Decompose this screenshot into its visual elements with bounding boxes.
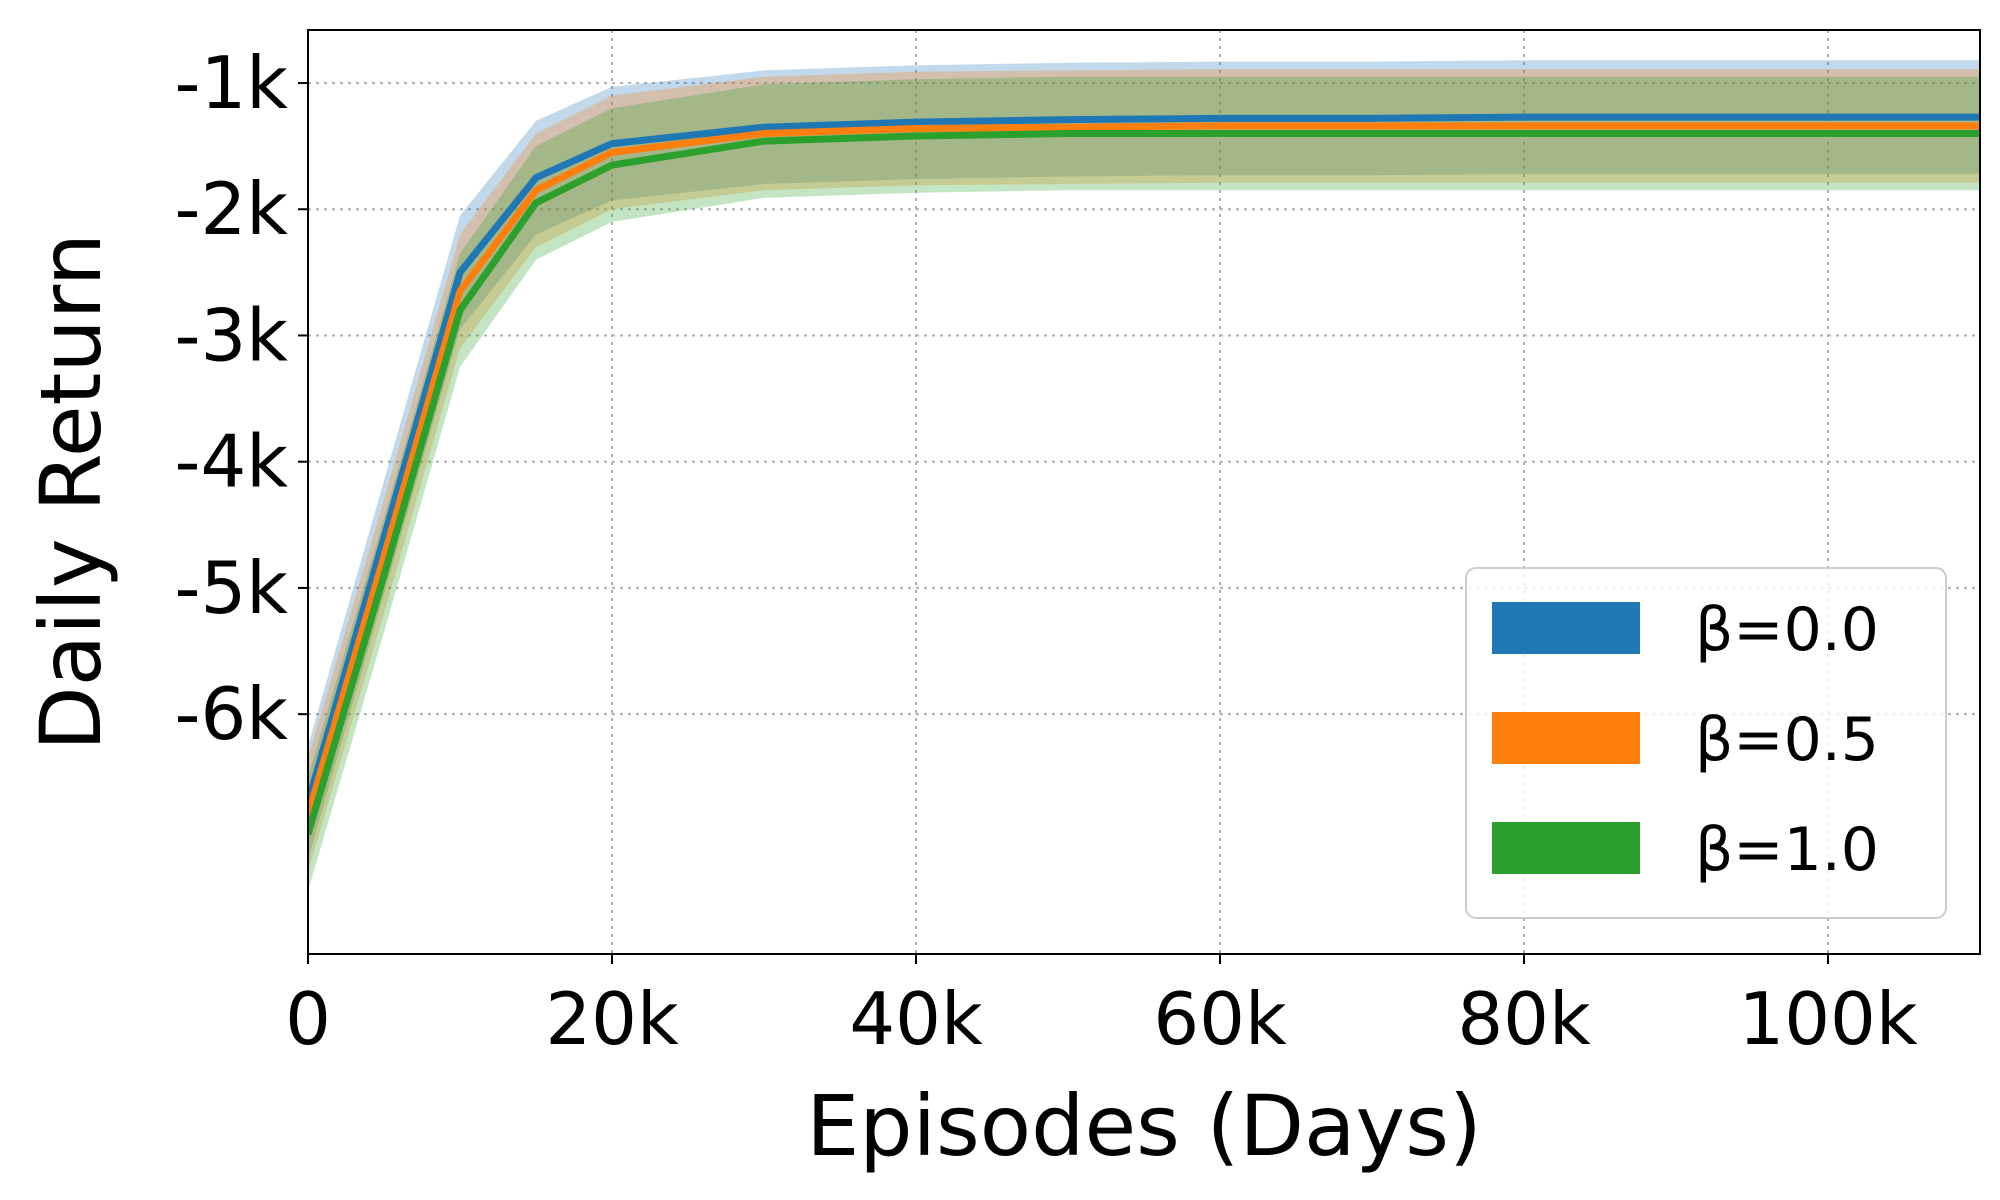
y-axis-title: Daily Return (22, 233, 120, 751)
y-tick-label: -5k (175, 546, 289, 630)
y-tick-label: -3k (175, 293, 289, 377)
confidence-bands (308, 60, 1980, 891)
y-tick-label: -6k (175, 672, 289, 756)
y-tick-label: -4k (175, 420, 289, 504)
series-band-2 (308, 76, 1980, 891)
x-tick-label: 40k (849, 977, 983, 1061)
series-band-0 (308, 60, 1980, 860)
x-tick-label: 80k (1457, 977, 1591, 1061)
legend: β=0.0 β=0.5 β=1.0 (1465, 567, 1947, 919)
x-tick-label: 0 (285, 977, 331, 1061)
series-band-1 (308, 69, 1980, 873)
legend-swatch-2 (1492, 822, 1640, 874)
y-axis-ticks: -1k -2k -3k -4k -5k -6k (175, 41, 308, 756)
series-line-1 (308, 122, 1980, 817)
legend-swatch-0 (1492, 602, 1640, 654)
x-tick-label: 60k (1153, 977, 1287, 1061)
y-tick-label: -2k (175, 167, 289, 251)
plot-frame (307, 29, 1981, 955)
x-tick-label: 20k (545, 977, 679, 1061)
y-tick-label: -1k (175, 41, 289, 125)
legend-swatch-1 (1492, 712, 1640, 764)
x-axis-title: Episodes (Days) (806, 1077, 1482, 1175)
series-lines (308, 113, 1980, 836)
legend-label-2: β=1.0 (1695, 815, 1879, 885)
x-axis-ticks: 0 20k 40k 60k 80k 100k (285, 954, 1918, 1061)
x-tick-label: 100k (1738, 977, 1917, 1061)
series-line-0 (308, 113, 1980, 804)
series-line-2 (308, 130, 1980, 836)
legend-label-1: β=0.5 (1695, 705, 1879, 775)
legend-label-0: β=0.0 (1695, 595, 1879, 665)
